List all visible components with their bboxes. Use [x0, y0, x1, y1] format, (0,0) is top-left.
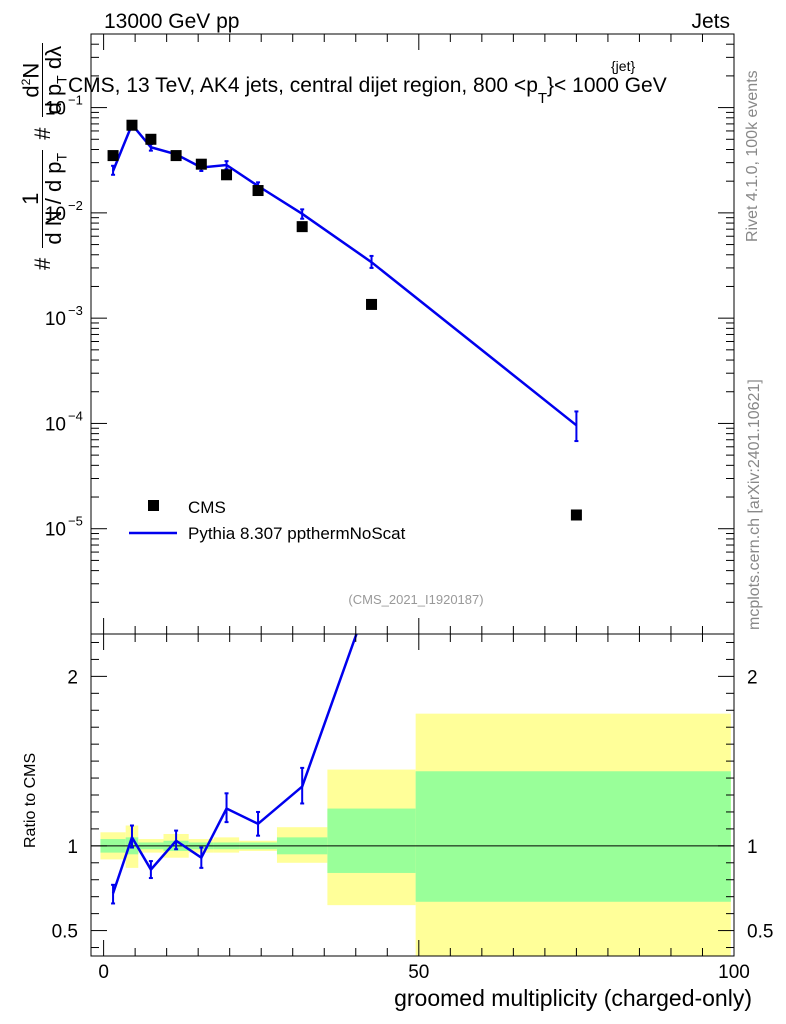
x-axis-label: groomed multiplicity (charged-only): [394, 985, 752, 1011]
y-tick-label-exp: −3: [68, 303, 83, 318]
main-plot-frame: [90, 33, 735, 635]
y-tick-label-exp: −2: [68, 198, 83, 213]
cms-data-point: [366, 298, 378, 310]
legend-cms-label: CMS: [188, 498, 226, 517]
main-title: CMS, 13 TeV, AK4 jets, central dijet reg…: [68, 74, 667, 107]
cms-data-point: [145, 133, 157, 145]
legend-cms-marker: [148, 500, 159, 511]
ratio-y-tick-label-right: 0.5: [747, 922, 773, 943]
cms-data-point: [126, 119, 138, 131]
y-tick-label: 10: [45, 414, 66, 435]
legend-mc-label: Pythia 8.307 ppthermNoScat: [188, 524, 406, 543]
cms-data-point: [195, 158, 207, 170]
ratio-y-tick-label: 1: [67, 837, 78, 858]
mc-line: [111, 122, 578, 427]
cms-data-point: [570, 509, 582, 521]
main-title-text: CMS, 13 TeV, AK4 jets, central dijet reg…: [68, 74, 538, 97]
cms-uncertainty-band-inner: [327, 808, 416, 873]
ratio-y-tick-label: 2: [67, 667, 78, 688]
x-tick-label: 100: [718, 962, 750, 983]
ratio-plot-axes: 0.5 0.5 1 1 2 2 0 50 100: [52, 634, 773, 983]
y-tick-label: 10: [45, 204, 66, 225]
y-tick-label-exp: −1: [68, 93, 83, 108]
header-left: 13000 GeV pp: [104, 10, 239, 33]
y-tick-label: 10: [45, 99, 66, 120]
main-plot-axes: 10−110−210−310−410−5: [45, 33, 735, 635]
cms-data-point: [170, 150, 182, 162]
cms-data-point: [252, 185, 264, 197]
y-axis-fraction-1: 1 d N / d pT: [18, 149, 70, 248]
cms-data-point: [107, 150, 119, 162]
analysis-id: (CMS_2021_I1920187): [348, 592, 483, 607]
y-tick-label: 10: [45, 520, 66, 541]
y-tick-label-exp: −4: [68, 408, 83, 423]
mcplots-label: mcplots.cern.ch [arXiv:2401.10621]: [746, 379, 763, 630]
y-axis-label: # 1 d N / d pT # d2N d pT dλ: [18, 39, 70, 270]
cms-data-point: [296, 221, 308, 233]
main-title-sup: {jet}: [611, 58, 635, 74]
ratio-plot-marks: [91, 634, 734, 956]
ratio-y-axis-label: Ratio to CMS: [22, 752, 39, 848]
y-axis-fraction-2: d2N d pT dλ: [18, 42, 70, 118]
header-right: Jets: [691, 10, 730, 33]
y-axis-label-text: #: [30, 257, 56, 270]
x-tick-label: 50: [408, 962, 429, 983]
ratio-y-tick-label-right: 2: [747, 667, 758, 688]
rivet-version-label: Rivet 4.1.0, 100k events: [744, 70, 761, 242]
ratio-y-tick-label-right: 1: [747, 837, 758, 858]
cms-data-point: [221, 169, 233, 181]
y-tick-label-exp: −5: [68, 514, 83, 529]
main-title-sub: T: [538, 90, 547, 107]
main-title-end: }< 1000 GeV: [547, 74, 667, 97]
x-tick-label: 0: [98, 962, 109, 983]
ratio-y-tick-label: 0.5: [52, 922, 78, 943]
cms-uncertainty-band-inner: [415, 771, 731, 902]
y-tick-label: 10: [45, 309, 66, 330]
main-plot-marks: [107, 119, 582, 521]
